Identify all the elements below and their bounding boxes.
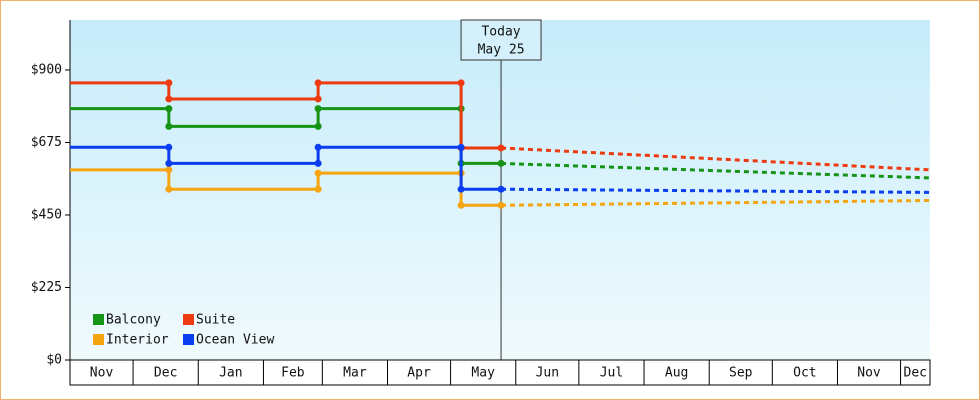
legend-swatch (93, 334, 104, 345)
point (457, 143, 465, 151)
point (314, 95, 322, 103)
point (165, 166, 173, 174)
x-tick-label: Jan (219, 366, 242, 381)
x-tick-label: Jul (600, 366, 623, 381)
today-label: May 25 (478, 43, 525, 58)
y-tick-label: $0 (46, 353, 62, 368)
legend-label: Ocean View (196, 333, 274, 348)
point (314, 143, 322, 151)
x-tick-label: Nov (90, 366, 114, 381)
point (165, 185, 173, 193)
x-tick-label: Feb (281, 366, 305, 381)
x-tick-label: Sep (729, 366, 753, 381)
x-tick-label: Nov (857, 366, 881, 381)
point (165, 143, 173, 151)
point (314, 79, 322, 87)
point (165, 79, 173, 87)
point (497, 201, 505, 209)
y-tick-label: $225 (31, 280, 62, 295)
point (165, 122, 173, 130)
x-tick-label: Dec (154, 366, 177, 381)
x-tick-label: Mar (343, 366, 367, 381)
legend-label: Balcony (106, 313, 161, 328)
legend-label: Suite (196, 313, 235, 328)
point (165, 95, 173, 103)
legend-swatch (183, 314, 194, 325)
x-tick-label: Aug (665, 366, 688, 381)
point (165, 159, 173, 167)
x-tick-label: Dec (904, 366, 927, 381)
point (497, 185, 505, 193)
point (314, 105, 322, 113)
y-tick-label: $450 (31, 207, 62, 222)
point (497, 159, 505, 167)
point (165, 105, 173, 113)
point (457, 185, 465, 193)
x-tick-label: Apr (407, 366, 431, 381)
legend-label: Interior (106, 333, 169, 348)
point (497, 144, 505, 152)
y-tick-label: $675 (31, 135, 62, 150)
today-label: Today (481, 25, 520, 40)
point (457, 79, 465, 87)
point (314, 159, 322, 167)
point (314, 169, 322, 177)
x-tick-label: Jun (536, 366, 559, 381)
today-box (460, 19, 542, 61)
x-tick-label: Oct (793, 366, 816, 381)
x-axis-band (69, 359, 931, 386)
legend-swatch (183, 334, 194, 345)
point (314, 122, 322, 130)
x-tick-label: May (471, 366, 495, 381)
point (457, 201, 465, 209)
point (314, 185, 322, 193)
y-tick-label: $900 (31, 62, 62, 77)
legend-swatch (93, 314, 104, 325)
